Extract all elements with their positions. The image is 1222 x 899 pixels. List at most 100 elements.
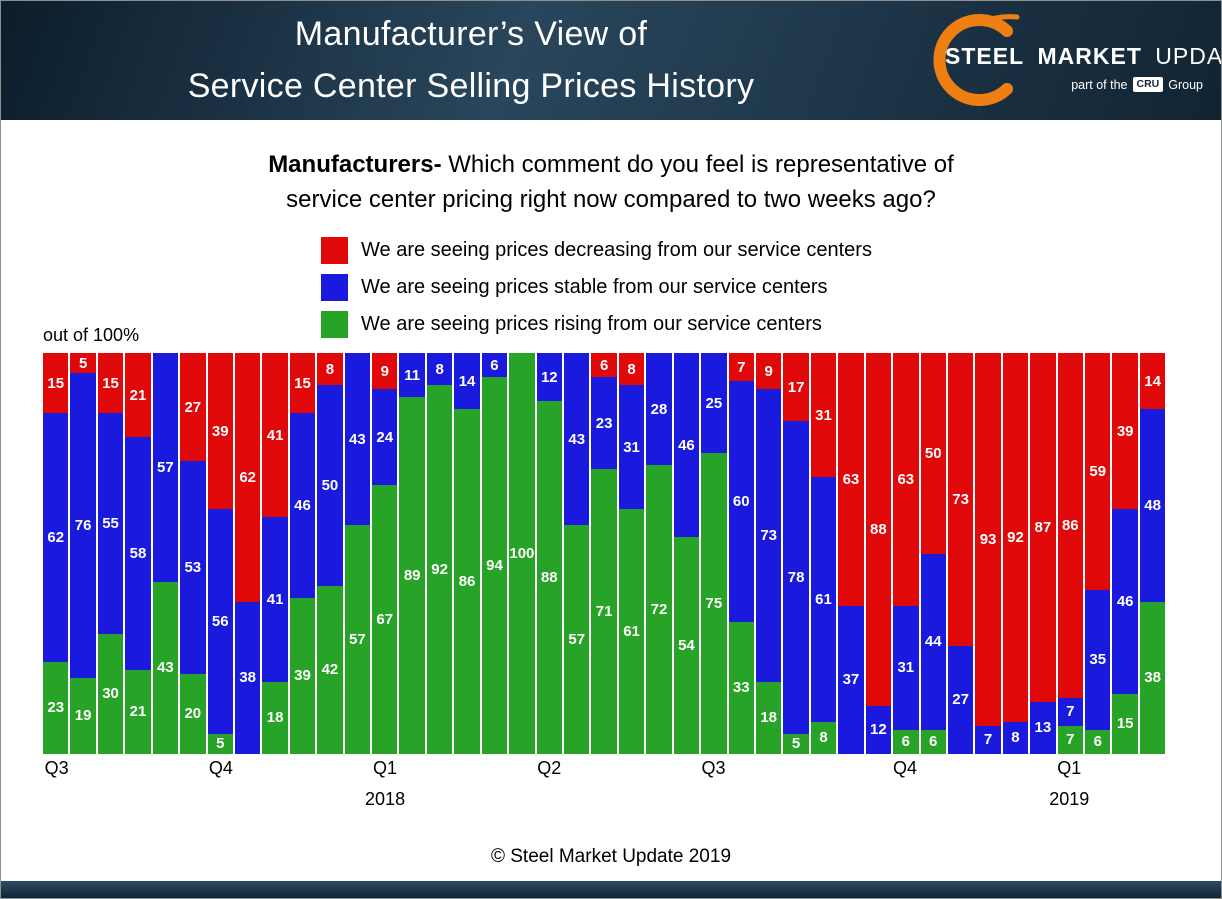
bar-segment: 92 (1002, 353, 1029, 722)
segment-value-label: 58 (129, 544, 147, 562)
bar-segment: 15 (1112, 693, 1138, 754)
bar-segment: 6 (893, 729, 919, 754)
smu-swoosh-icon (933, 14, 1020, 106)
bar-segment: 5 (783, 733, 809, 754)
bar-segment: 6 (1085, 729, 1111, 754)
segment-value-label: 50 (924, 444, 942, 462)
segment-value-label: 8 (325, 360, 335, 378)
bar-segment: 39 (289, 597, 316, 754)
bar-segment: 38 (234, 601, 261, 754)
segment-value-label: 7 (983, 731, 993, 749)
stacked-bar: 57 43 (152, 353, 179, 754)
segment-value-label: 50 (321, 476, 339, 494)
bar-segment: 42 (317, 585, 343, 754)
bar-segment: 88 (536, 401, 563, 754)
legend-swatch-decreasing (321, 237, 348, 264)
bar-segment: 61 (810, 477, 837, 722)
bar-segment: 15 (43, 353, 69, 414)
stacked-bar: 87 13 (1030, 353, 1056, 754)
segment-value-label: 57 (349, 631, 366, 649)
stacked-bar: 8 92 (426, 353, 453, 754)
segment-value-label: 57 (157, 458, 174, 476)
bar-segment: 50 (920, 353, 946, 554)
segment-value-label: 12 (540, 368, 558, 386)
segment-value-label: 21 (129, 386, 147, 404)
x-tick-label: Q3 (44, 758, 69, 778)
bar-segment: 7 (728, 353, 754, 382)
stacked-bar: 41 41 18 (262, 353, 288, 754)
bar-segment: 88 (865, 353, 892, 706)
bar-segment: 13 (1030, 701, 1056, 754)
stacked-bar: 39 46 15 (1112, 353, 1138, 754)
bar-segment: 43 (152, 581, 179, 754)
segment-value-label: 57 (568, 631, 586, 649)
segment-value-label: 62 (47, 528, 65, 546)
segment-value-label: 5 (216, 735, 225, 753)
bar-segment: 44 (920, 553, 946, 730)
segment-value-label: 100 (509, 545, 535, 562)
stacked-bar: 63 31 6 (893, 353, 919, 754)
stacked-bar: 6 94 (481, 353, 508, 754)
segment-value-label: 37 (842, 671, 860, 689)
bar-segment: 15 (97, 353, 124, 414)
bar-segment: 87 (1030, 353, 1056, 702)
bar-segment: 8 (618, 353, 645, 386)
segment-value-label: 55 (102, 514, 119, 532)
bar-segment: 50 (317, 385, 343, 586)
segment-value-label: 48 (1144, 496, 1161, 514)
bar-segment: 62 (234, 353, 261, 602)
segment-value-label: 92 (431, 561, 448, 579)
bar-segment: 21 (125, 669, 151, 754)
stacked-bar: 11 89 (399, 353, 425, 754)
bar-segment: 28 (646, 353, 672, 466)
bar-segment: 31 (893, 605, 919, 730)
bar-segment: 39 (207, 353, 233, 510)
bar-segment: 14 (1139, 353, 1166, 410)
segment-value-label: 86 (1061, 516, 1079, 534)
bar-segment: 21 (125, 353, 151, 438)
stacked-bar: 63 37 (838, 353, 864, 754)
stacked-bar: 28 72 (646, 353, 672, 754)
bar-segment: 12 (536, 353, 563, 402)
bar-segment: 67 (372, 485, 398, 754)
x-tick-label: Q1 (373, 758, 398, 778)
segment-value-label: 15 (47, 374, 65, 392)
bar-segment: 15 (289, 353, 316, 414)
segment-value-label: 14 (1144, 372, 1161, 390)
segment-value-label: 46 (294, 496, 311, 514)
bar-segment: 89 (399, 397, 425, 754)
stacked-bar: 92 8 (1002, 353, 1029, 754)
segment-value-label: 61 (623, 623, 640, 641)
bar-segment: 8 (426, 353, 453, 386)
logo-word-steel: STEEL (945, 43, 1025, 69)
segment-value-label: 6 (929, 733, 938, 751)
segment-value-label: 31 (897, 659, 915, 677)
year-label: 2019 (1049, 789, 1090, 809)
bar-segment: 60 (728, 381, 754, 622)
bar-segment: 14 (454, 353, 480, 410)
segment-value-label: 6 (901, 733, 910, 751)
segment-value-label: 67 (376, 611, 394, 629)
bar-segment: 6 (591, 353, 617, 378)
stacked-bar: 27 53 20 (180, 353, 206, 754)
segment-value-label: 78 (787, 569, 805, 587)
bar-segment: 23 (591, 377, 617, 470)
segment-value-label: 39 (211, 422, 229, 440)
bar-segment: 73 (755, 389, 782, 682)
logo-word-market: MARKET (1037, 43, 1142, 69)
stacked-bar: 15 62 23 (43, 353, 69, 754)
tagline-prefix: part of the (1071, 77, 1128, 92)
bar-segment: 72 (646, 465, 672, 754)
segment-value-label: 13 (1034, 719, 1052, 737)
segment-value-label: 63 (842, 470, 860, 488)
stacked-bar: 14 86 (454, 353, 480, 754)
stacked-bar: 31 61 8 (810, 353, 837, 754)
stacked-bar: 100 (509, 353, 535, 754)
legend-item-decreasing: We are seeing prices decreasing from our… (321, 237, 872, 264)
bar-segment: 73 (947, 353, 974, 646)
bar-segment: 71 (591, 469, 617, 754)
stacked-bar: 73 27 (947, 353, 974, 754)
x-tick-label: Q2 (537, 758, 562, 778)
bar-segment: 19 (70, 677, 96, 754)
bar-segment: 27 (947, 645, 974, 754)
